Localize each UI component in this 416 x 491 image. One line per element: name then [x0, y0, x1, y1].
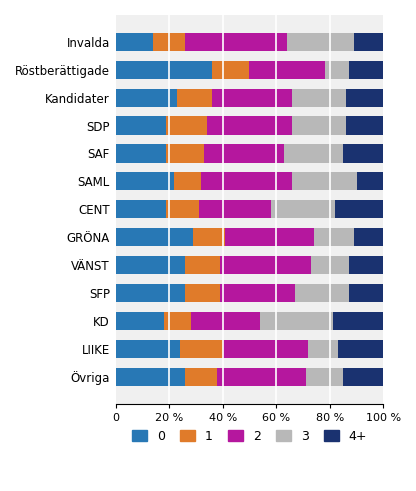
Bar [306, 368, 343, 386]
Bar [193, 228, 225, 246]
Bar [116, 172, 174, 191]
Bar [198, 200, 271, 218]
Bar [164, 312, 191, 330]
Bar [343, 144, 384, 163]
Bar [292, 172, 357, 191]
Bar [116, 144, 166, 163]
Bar [116, 312, 164, 330]
Bar [153, 33, 185, 51]
Bar [354, 228, 384, 246]
Bar [116, 368, 185, 386]
Legend: 0, 1, 2, 3, 4+: 0, 1, 2, 3, 4+ [127, 425, 372, 448]
Bar [191, 312, 260, 330]
Bar [332, 312, 384, 330]
Bar [185, 284, 220, 302]
Bar [166, 116, 207, 135]
Bar [271, 200, 335, 218]
Bar [357, 172, 384, 191]
Bar [116, 33, 153, 51]
Bar [185, 256, 220, 274]
Bar [346, 116, 384, 135]
Bar [116, 284, 185, 302]
Bar [284, 144, 343, 163]
Bar [185, 33, 287, 51]
Bar [116, 340, 180, 358]
Bar [212, 60, 250, 79]
Bar [116, 256, 185, 274]
Bar [324, 60, 349, 79]
Bar [116, 200, 166, 218]
Bar [349, 256, 384, 274]
Bar [346, 88, 384, 107]
Bar [349, 284, 384, 302]
Bar [225, 228, 314, 246]
Bar [220, 284, 295, 302]
Bar [220, 256, 311, 274]
Bar [212, 88, 292, 107]
Bar [204, 144, 284, 163]
Bar [116, 228, 193, 246]
Bar [292, 116, 346, 135]
Bar [287, 33, 354, 51]
Bar [177, 88, 212, 107]
Bar [338, 340, 384, 358]
Bar [311, 256, 349, 274]
Bar [116, 60, 212, 79]
Bar [166, 144, 204, 163]
Bar [314, 228, 354, 246]
Bar [174, 172, 201, 191]
Bar [354, 33, 384, 51]
Bar [292, 88, 346, 107]
Bar [185, 368, 217, 386]
Bar [180, 340, 223, 358]
Bar [250, 60, 324, 79]
Bar [207, 116, 292, 135]
Bar [343, 368, 384, 386]
Bar [217, 368, 306, 386]
Bar [223, 340, 308, 358]
Bar [260, 312, 332, 330]
Bar [349, 60, 384, 79]
Bar [166, 200, 198, 218]
Bar [295, 284, 349, 302]
Bar [116, 116, 166, 135]
Bar [116, 88, 177, 107]
Bar [201, 172, 292, 191]
Bar [308, 340, 338, 358]
Bar [335, 200, 384, 218]
